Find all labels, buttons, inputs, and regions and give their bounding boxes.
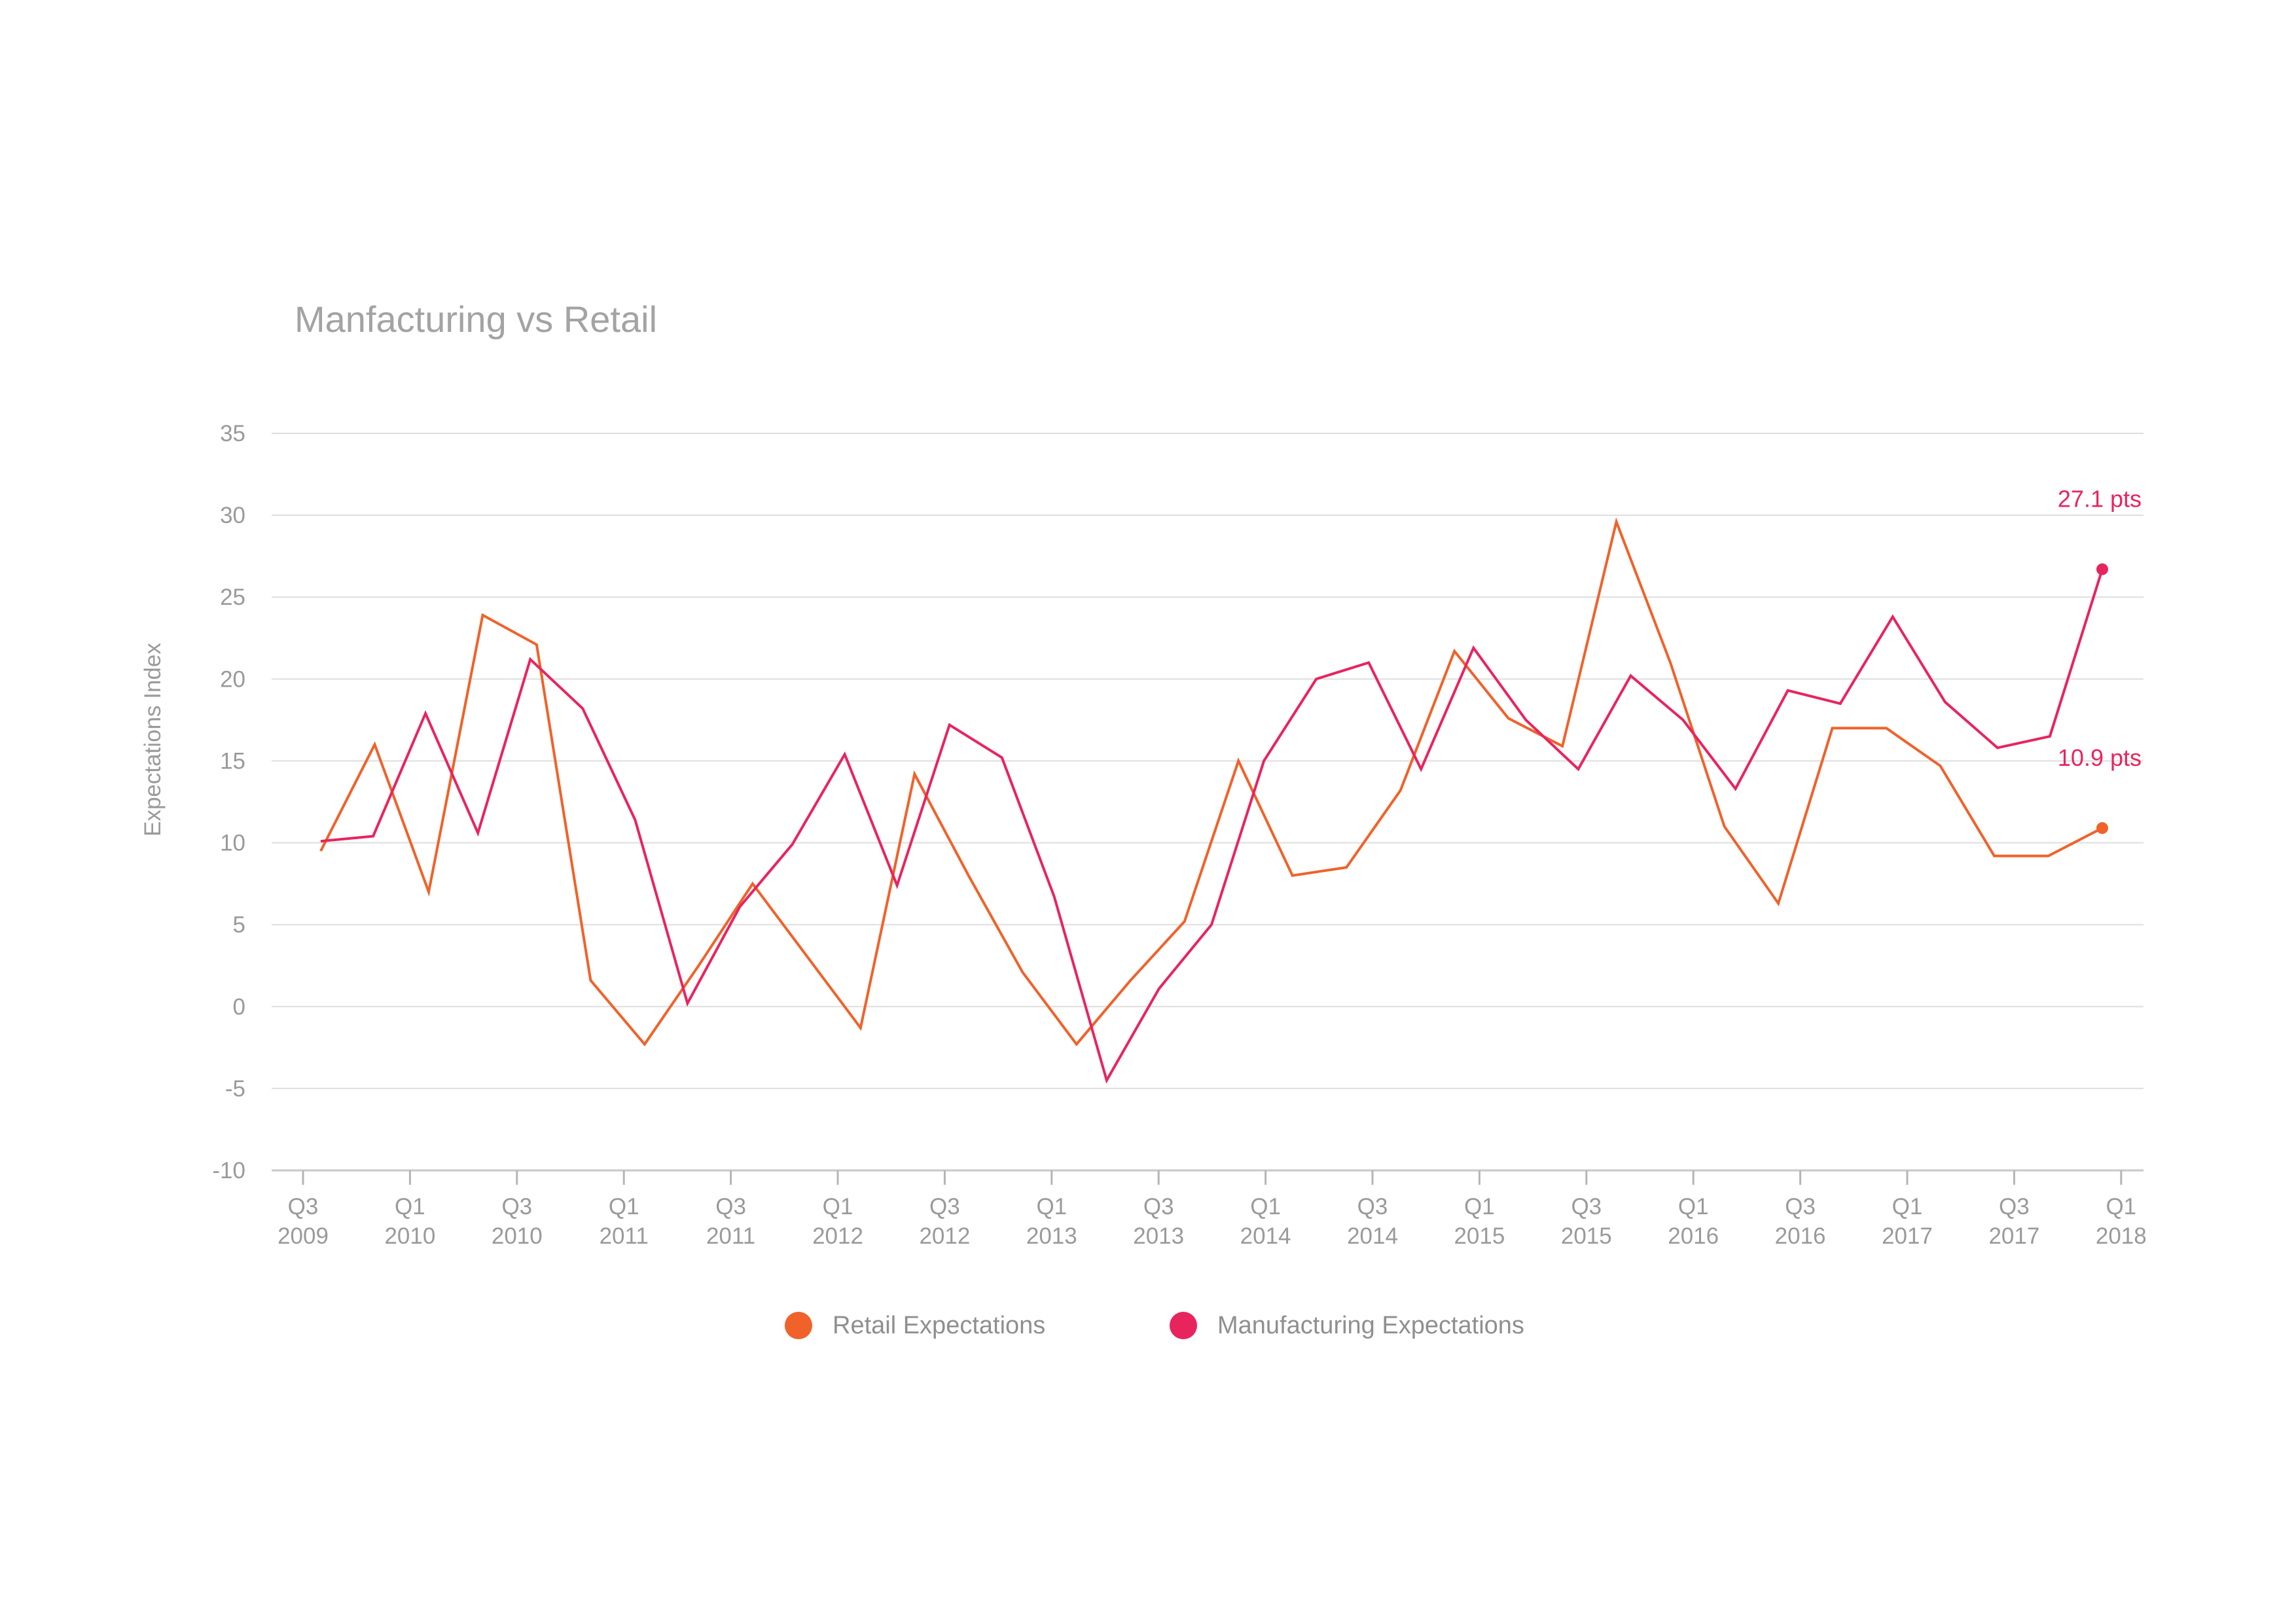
series-end-point <box>2096 563 2108 575</box>
x-tick-label-year: 2012 <box>919 1223 970 1249</box>
x-tick-label-quarter: Q3 <box>1143 1194 1174 1219</box>
x-tick-label-year: 2012 <box>812 1223 863 1249</box>
x-tick-label-quarter: Q1 <box>1892 1194 1923 1219</box>
legend-swatch <box>785 1312 812 1339</box>
x-tick-label-year: 2013 <box>1026 1223 1077 1249</box>
x-tick-label-year: 2011 <box>706 1223 755 1249</box>
x-tick-label-year: 2015 <box>1561 1223 1612 1249</box>
series-line-manufacturing-expectations <box>320 569 2104 1084</box>
x-tick-label-quarter: Q3 <box>1785 1194 1816 1219</box>
x-tick-label-year: 2011 <box>600 1223 649 1249</box>
x-tick-label-year: 2010 <box>384 1223 435 1249</box>
x-tick-label-quarter: Q1 <box>2106 1194 2136 1219</box>
y-tick-label: 15 <box>220 748 245 774</box>
legend-swatch <box>1170 1312 1197 1339</box>
x-tick-label-year: 2016 <box>1775 1223 1826 1249</box>
y-tick-label: 30 <box>220 503 245 528</box>
x-tick-label-quarter: Q1 <box>395 1194 425 1219</box>
x-tick-label-year: 2013 <box>1133 1223 1184 1249</box>
x-tick-label-quarter: Q1 <box>1036 1194 1067 1219</box>
x-tick-label-year: 2017 <box>1988 1223 2039 1249</box>
series-line-retail-expectations <box>319 517 2103 1047</box>
legend-label: Manufacturing Expectations <box>1217 1312 1524 1339</box>
x-tick-label-quarter: Q3 <box>1357 1194 1388 1219</box>
y-tick-label: 5 <box>233 912 245 938</box>
x-tick-label-year: 2015 <box>1454 1223 1505 1249</box>
legend: Retail Expectations Manufacturing Expecta… <box>785 1312 1524 1339</box>
x-tick-label-quarter: Q3 <box>1571 1194 1602 1219</box>
x-tick-label-year: 2014 <box>1240 1223 1291 1249</box>
y-tick-label: -5 <box>225 1076 245 1102</box>
legend-label: Retail Expectations <box>833 1312 1045 1339</box>
x-axis <box>302 1170 2123 1185</box>
series-lines <box>319 517 2108 1084</box>
series-end-point <box>2096 822 2108 835</box>
y-tick-label: 25 <box>220 585 245 610</box>
y-tick-label: -10 <box>212 1158 245 1183</box>
y-axis-title: Expectations Index <box>140 643 166 837</box>
x-axis-tick-labels: Q3 2009 Q1 2010 Q3 2010 Q1 2011 Q3 2011 Q1 2012 Q3 20… <box>278 1194 2147 1249</box>
x-tick-label-year: 2014 <box>1347 1223 1398 1249</box>
y-tick-label: 10 <box>220 831 245 856</box>
x-tick-label-quarter: Q1 <box>823 1194 853 1219</box>
x-tick-label-year: 2010 <box>492 1223 543 1249</box>
chart-title: Manfacturing vs Retail <box>295 298 658 340</box>
y-axis-tick-labels: -10 -5 0 5 10 15 20 25 30 35 <box>212 421 245 1183</box>
y-tick-label: 0 <box>233 994 245 1020</box>
x-tick-label-quarter: Q1 <box>1250 1194 1281 1219</box>
x-tick-label-quarter: Q3 <box>501 1194 532 1219</box>
x-tick-label-year: 2009 <box>278 1223 329 1249</box>
x-tick-label-quarter: Q3 <box>929 1194 960 1219</box>
annotation-label: 27.1 pts <box>2058 486 2142 513</box>
y-tick-label: 35 <box>220 421 245 446</box>
y-tick-label: 20 <box>220 666 245 692</box>
x-tick-label-quarter: Q1 <box>1464 1194 1495 1219</box>
x-tick-label-year: 2018 <box>2096 1223 2147 1249</box>
gridlines <box>272 433 2144 1172</box>
annotations: 27.1 pts 10.9 pts <box>2058 486 2142 771</box>
x-tick-label-quarter: Q3 <box>288 1194 319 1219</box>
x-tick-label-quarter: Q3 <box>715 1194 746 1219</box>
x-tick-label-year: 2017 <box>1882 1223 1933 1249</box>
annotation-label: 10.9 pts <box>2058 744 2142 771</box>
x-tick-label-quarter: Q1 <box>609 1194 639 1219</box>
x-tick-label-quarter: Q3 <box>1999 1194 2030 1219</box>
x-tick-label-quarter: Q1 <box>1678 1194 1709 1219</box>
x-tick-label-year: 2016 <box>1668 1223 1719 1249</box>
